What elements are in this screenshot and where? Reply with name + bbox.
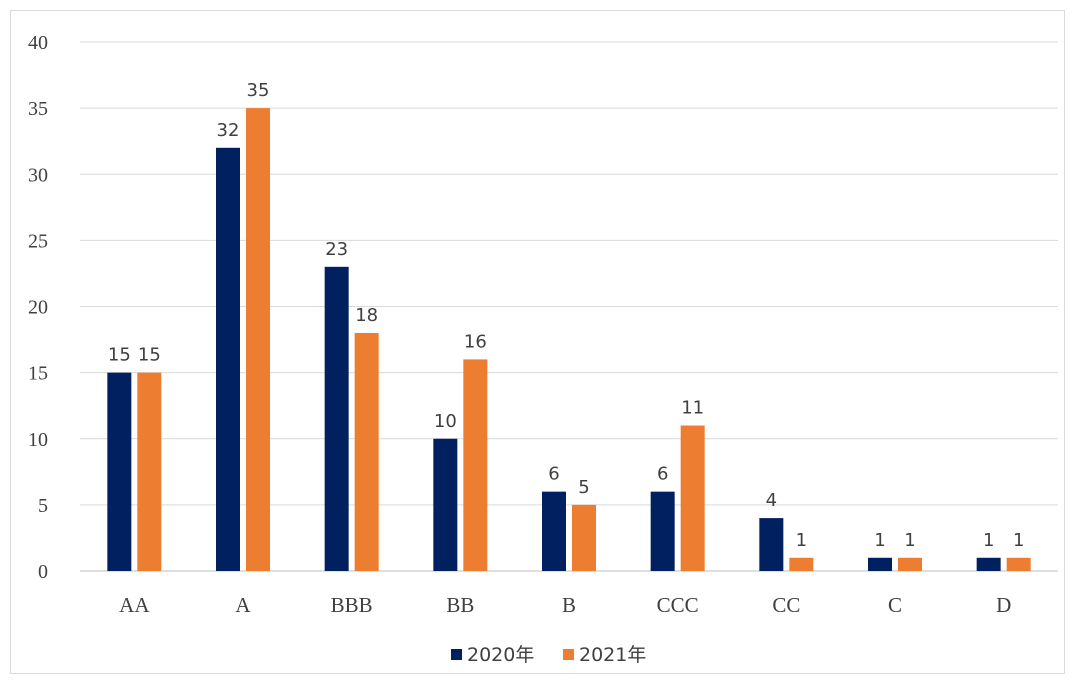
bar-A-0 bbox=[216, 147, 240, 572]
bar-CCC-0 bbox=[650, 491, 675, 571]
data-label: 6 bbox=[548, 464, 559, 485]
bar-BB-1 bbox=[463, 359, 488, 571]
bar-B-1 bbox=[572, 504, 596, 571]
bar-C-0 bbox=[868, 557, 892, 571]
x-tick-label: CC bbox=[772, 593, 800, 617]
y-axis: 0 5 10 15 20 25 30 35 40 bbox=[28, 32, 48, 583]
bar-BBB-1 bbox=[354, 332, 379, 571]
y-tick-label: 10 bbox=[28, 429, 48, 451]
bar-D-1 bbox=[1006, 557, 1031, 571]
bar-D-0 bbox=[976, 557, 1001, 571]
y-tick-label: 5 bbox=[38, 495, 48, 517]
bars bbox=[107, 108, 1031, 572]
bar-C-1 bbox=[898, 557, 922, 571]
data-label: 15 bbox=[138, 345, 161, 366]
x-tick-label: A bbox=[235, 593, 251, 617]
bar-CC-0 bbox=[759, 518, 784, 571]
x-tick-label: CCC bbox=[657, 593, 699, 617]
data-label: 1 bbox=[904, 530, 915, 551]
data-label: 35 bbox=[247, 80, 270, 101]
x-tick-label: BB bbox=[446, 593, 474, 617]
data-label: 4 bbox=[766, 490, 777, 511]
data-label: 5 bbox=[578, 477, 589, 498]
y-tick-label: 40 bbox=[28, 32, 48, 54]
x-axis: AA A BBB BB B CCC CC C D bbox=[119, 593, 1011, 617]
legend-swatch-0 bbox=[451, 649, 462, 660]
data-label: 1 bbox=[983, 530, 994, 551]
bar-A-1 bbox=[246, 108, 270, 571]
y-tick-label: 15 bbox=[28, 363, 48, 385]
bar-AA-1 bbox=[137, 372, 162, 571]
y-tick-label: 35 bbox=[28, 98, 48, 120]
legend-label: 2020年 bbox=[467, 644, 534, 666]
legend-label: 2021年 bbox=[579, 644, 646, 666]
data-label: 18 bbox=[355, 305, 378, 326]
gridlines bbox=[80, 41, 1058, 572]
data-label: 1 bbox=[874, 530, 885, 551]
data-label: 6 bbox=[657, 464, 668, 485]
x-tick-label: C bbox=[888, 593, 902, 617]
legend-swatch-1 bbox=[563, 649, 574, 660]
legend: 2020年 2021年 bbox=[451, 644, 646, 666]
data-label: 1 bbox=[796, 530, 807, 551]
bar-BBB-0 bbox=[324, 266, 349, 571]
x-tick-label: B bbox=[562, 593, 576, 617]
bar-BB-0 bbox=[433, 438, 458, 571]
bar-CCC-1 bbox=[680, 425, 705, 571]
data-label: 16 bbox=[464, 331, 487, 352]
y-tick-label: 30 bbox=[28, 164, 48, 186]
data-label: 11 bbox=[681, 398, 704, 419]
data-label: 1 bbox=[1013, 530, 1024, 551]
data-label: 32 bbox=[217, 120, 240, 141]
y-tick-label: 20 bbox=[28, 297, 48, 319]
data-label: 10 bbox=[434, 411, 457, 432]
bar-CC-1 bbox=[789, 557, 814, 571]
data-label: 23 bbox=[325, 239, 348, 260]
y-tick-label: 25 bbox=[28, 230, 48, 252]
x-tick-label: D bbox=[996, 593, 1011, 617]
x-tick-label: AA bbox=[119, 593, 150, 617]
data-label: 15 bbox=[108, 345, 131, 366]
bar-AA-0 bbox=[107, 372, 132, 571]
bar-B-0 bbox=[542, 491, 566, 571]
y-tick-label: 0 bbox=[38, 561, 48, 583]
x-tick-label: BBB bbox=[331, 593, 373, 617]
